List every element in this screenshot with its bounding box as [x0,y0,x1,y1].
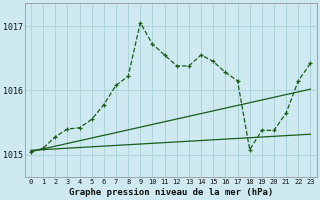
X-axis label: Graphe pression niveau de la mer (hPa): Graphe pression niveau de la mer (hPa) [68,188,273,197]
